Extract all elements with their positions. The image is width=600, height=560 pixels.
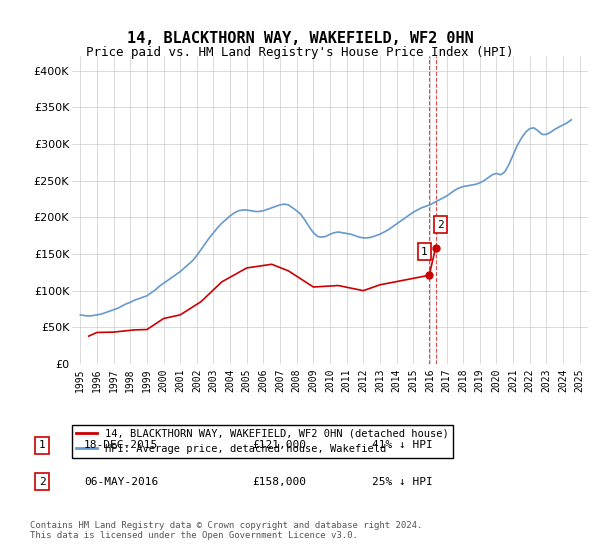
Text: 1: 1 [421, 247, 428, 256]
Text: Price paid vs. HM Land Registry's House Price Index (HPI): Price paid vs. HM Land Registry's House … [86, 46, 514, 59]
Text: Contains HM Land Registry data © Crown copyright and database right 2024.
This d: Contains HM Land Registry data © Crown c… [30, 521, 422, 540]
Text: 1: 1 [38, 440, 46, 450]
Text: 2: 2 [38, 477, 46, 487]
Text: £158,000: £158,000 [252, 477, 306, 487]
Text: 14, BLACKTHORN WAY, WAKEFIELD, WF2 0HN: 14, BLACKTHORN WAY, WAKEFIELD, WF2 0HN [127, 31, 473, 46]
Text: 18-DEC-2015: 18-DEC-2015 [84, 440, 158, 450]
Legend: 14, BLACKTHORN WAY, WAKEFIELD, WF2 0HN (detached house), HPI: Average price, det: 14, BLACKTHORN WAY, WAKEFIELD, WF2 0HN (… [72, 424, 453, 458]
Text: 06-MAY-2016: 06-MAY-2016 [84, 477, 158, 487]
Text: 2: 2 [437, 220, 444, 230]
Text: £121,000: £121,000 [252, 440, 306, 450]
Text: 41% ↓ HPI: 41% ↓ HPI [372, 440, 433, 450]
Text: 25% ↓ HPI: 25% ↓ HPI [372, 477, 433, 487]
